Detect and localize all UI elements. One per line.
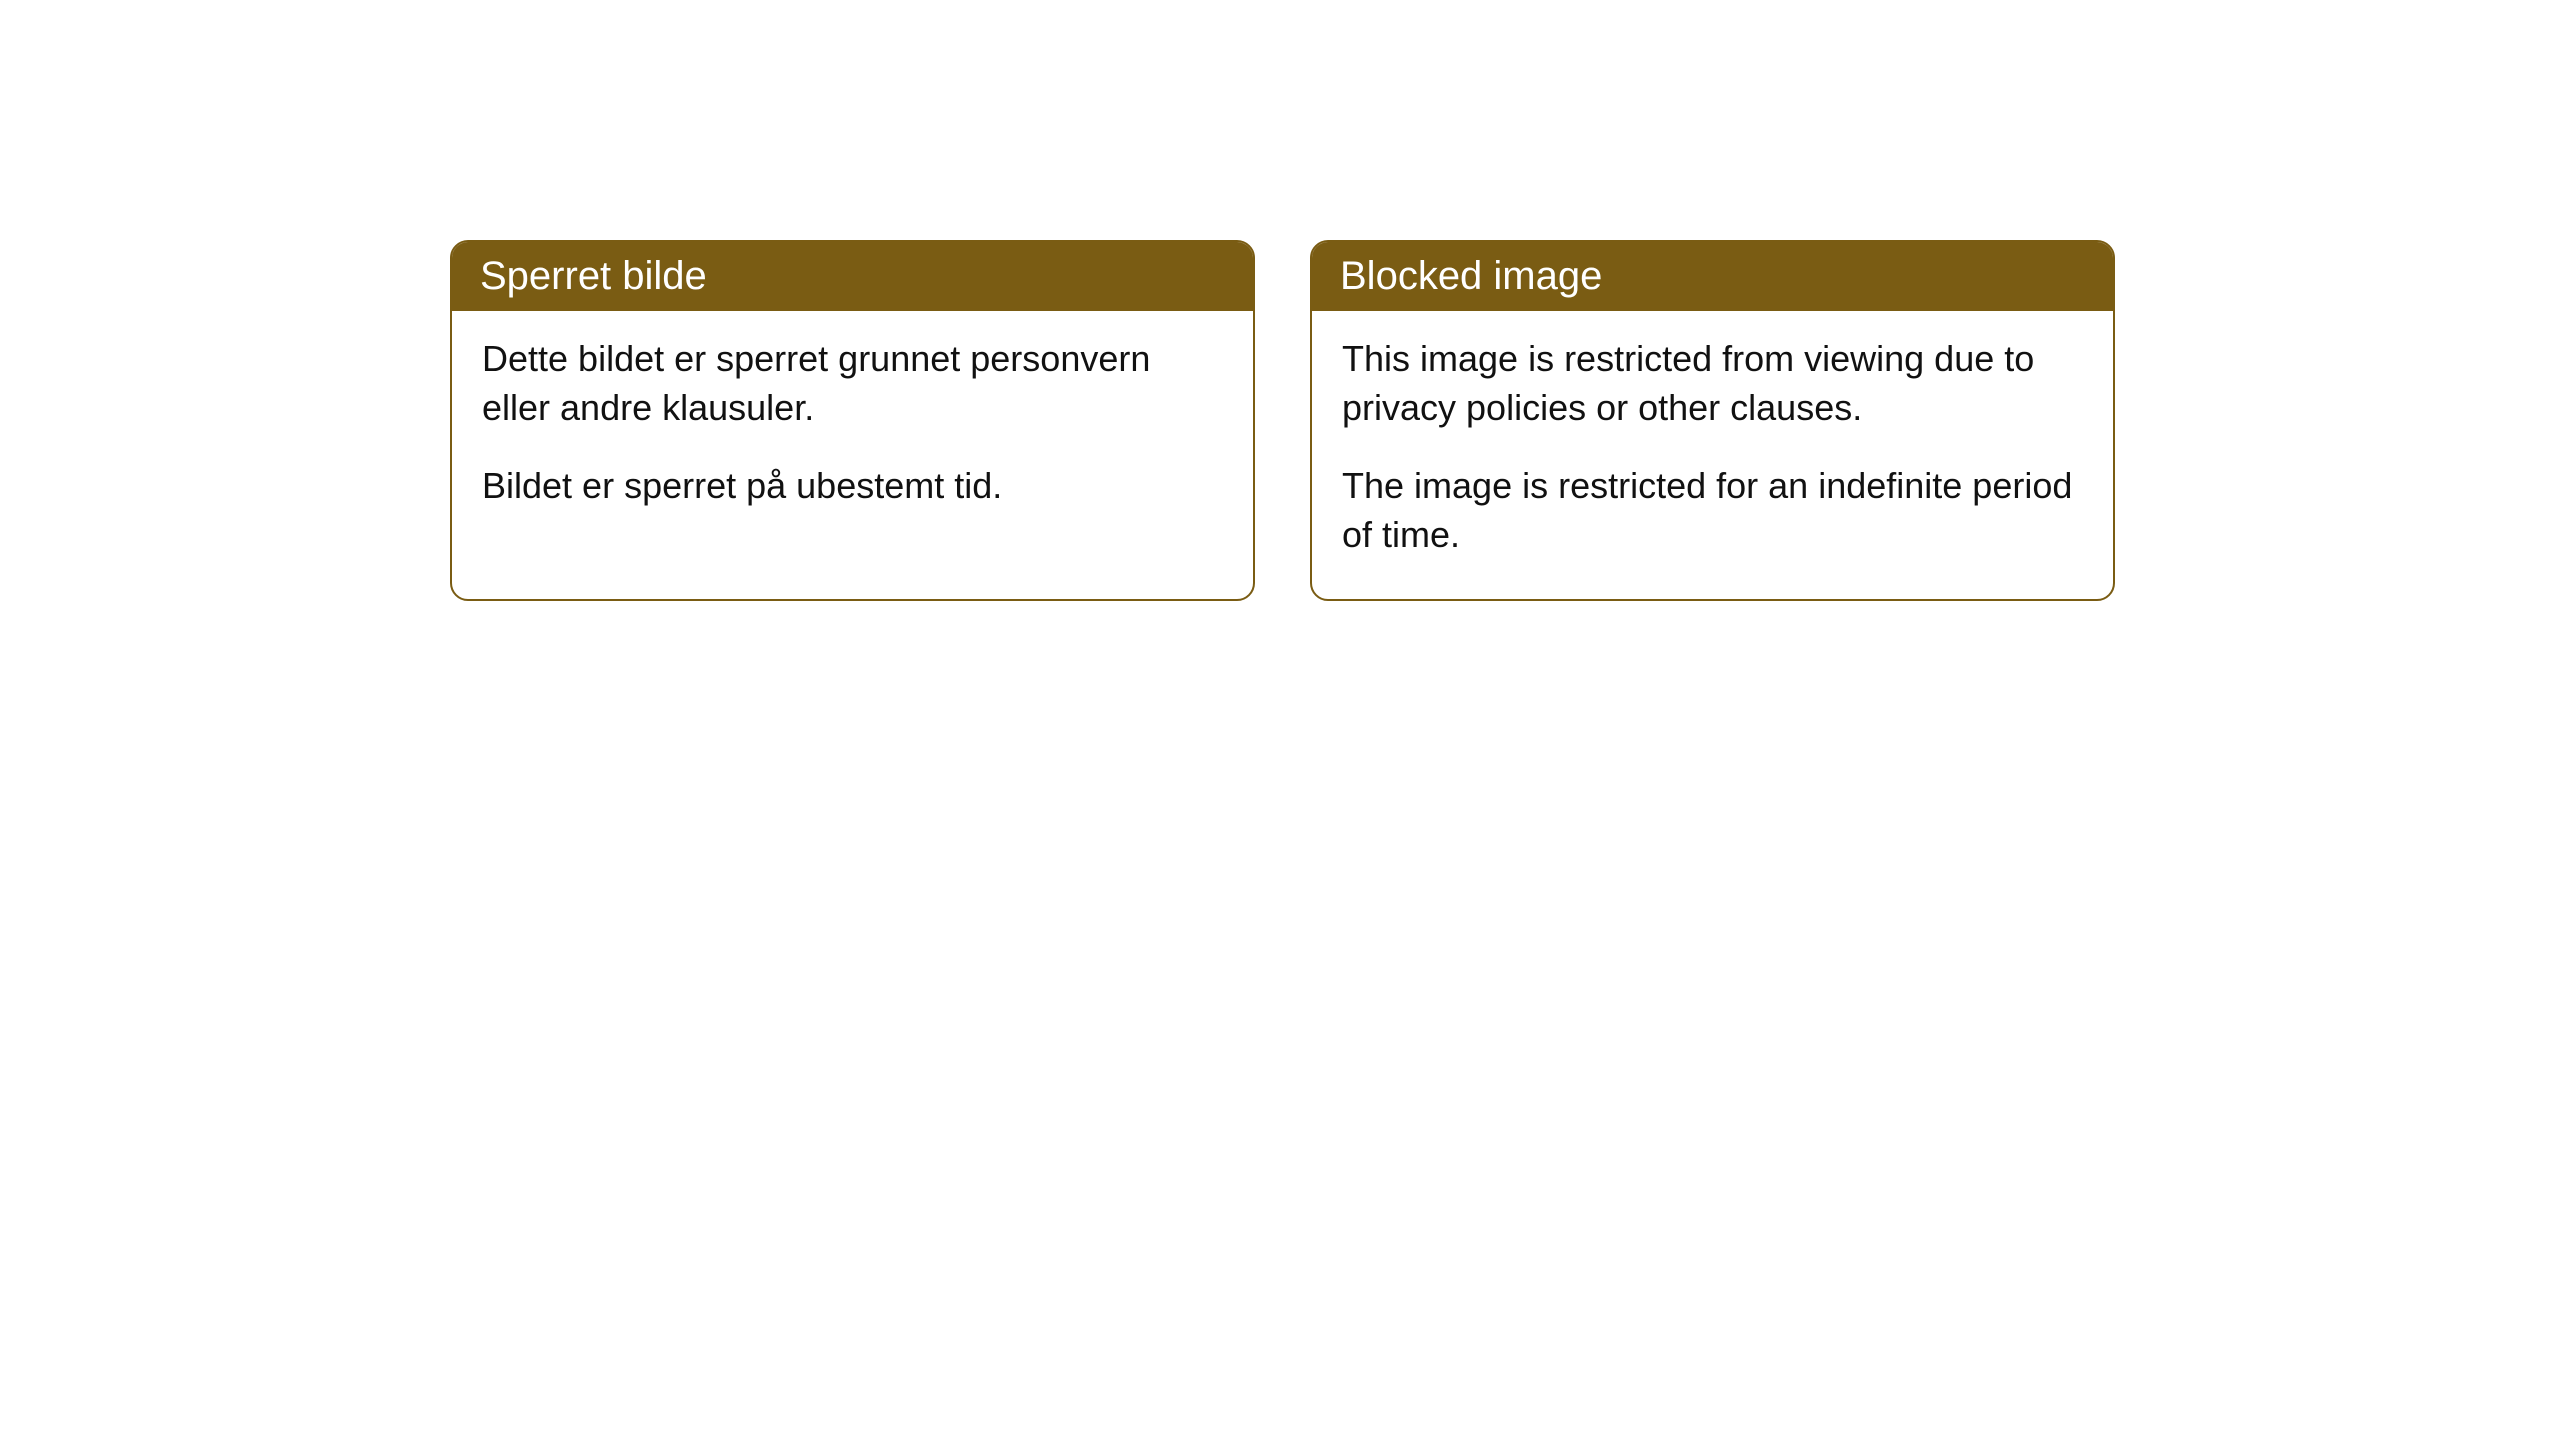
card-header-english: Blocked image — [1312, 242, 2113, 311]
card-norwegian: Sperret bilde Dette bildet er sperret gr… — [450, 240, 1255, 601]
card-paragraph-1: Dette bildet er sperret grunnet personve… — [482, 335, 1223, 432]
card-paragraph-2: Bildet er sperret på ubestemt tid. — [482, 462, 1223, 511]
card-body-norwegian: Dette bildet er sperret grunnet personve… — [452, 311, 1253, 551]
card-paragraph-1: This image is restricted from viewing du… — [1342, 335, 2083, 432]
card-english: Blocked image This image is restricted f… — [1310, 240, 2115, 601]
card-paragraph-2: The image is restricted for an indefinit… — [1342, 462, 2083, 559]
card-header-norwegian: Sperret bilde — [452, 242, 1253, 311]
card-body-english: This image is restricted from viewing du… — [1312, 311, 2113, 599]
cards-container: Sperret bilde Dette bildet er sperret gr… — [450, 240, 2115, 601]
